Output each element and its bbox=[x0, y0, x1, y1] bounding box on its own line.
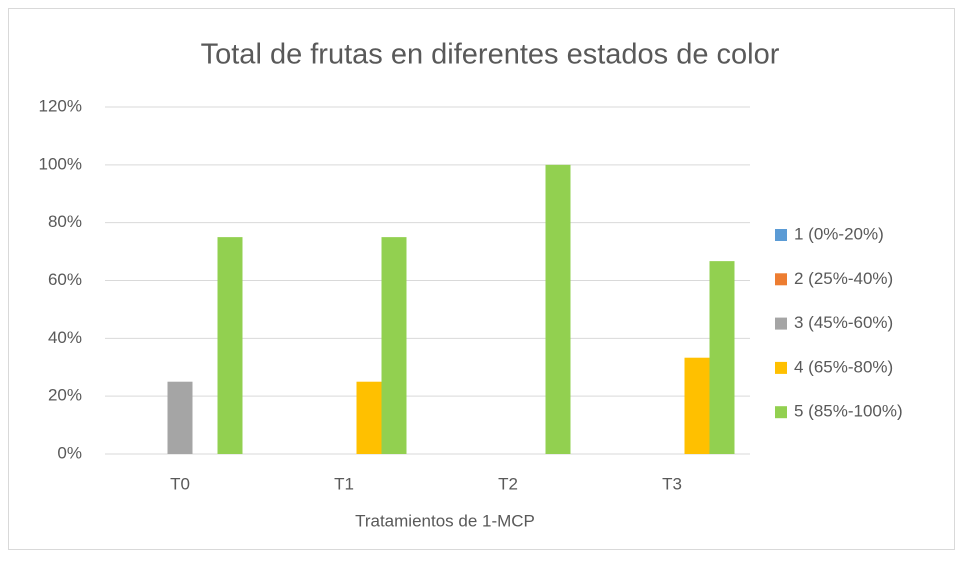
chart-border bbox=[8, 8, 955, 550]
legend-label: 1 (0%-20%) bbox=[794, 224, 884, 243]
y-tick-label: 100% bbox=[39, 154, 82, 173]
legend-swatch bbox=[775, 406, 787, 419]
bar bbox=[709, 261, 735, 454]
bar bbox=[217, 237, 243, 454]
legend-label: 5 (85%-100%) bbox=[794, 402, 903, 421]
bar bbox=[167, 381, 193, 454]
legend-swatch bbox=[775, 273, 787, 286]
legend-swatch bbox=[775, 229, 787, 241]
y-tick-label: 40% bbox=[48, 328, 82, 347]
legend-label: 4 (65%-80%) bbox=[794, 357, 893, 376]
x-tick-label: T2 bbox=[498, 474, 518, 493]
x-axis-title: Tratamientos de 1-MCP bbox=[355, 511, 535, 530]
legend-swatch bbox=[775, 361, 787, 374]
x-tick-label: T3 bbox=[662, 474, 682, 493]
y-tick-label: 120% bbox=[39, 96, 82, 115]
y-tick-label: 80% bbox=[48, 212, 82, 231]
x-tick-label: T1 bbox=[334, 474, 354, 493]
bar bbox=[356, 381, 382, 454]
y-tick-label: 20% bbox=[48, 386, 82, 405]
y-tick-label: 0% bbox=[57, 443, 82, 462]
legend-label: 2 (25%-40%) bbox=[794, 269, 893, 288]
bar bbox=[684, 357, 710, 454]
y-tick-label: 60% bbox=[48, 270, 82, 289]
legend-label: 3 (45%-60%) bbox=[794, 313, 893, 332]
bar bbox=[381, 237, 407, 454]
legend-swatch bbox=[775, 317, 787, 330]
x-tick-label: T0 bbox=[170, 474, 190, 493]
chart-title: Total de frutas en diferentes estados de… bbox=[201, 39, 780, 71]
bar bbox=[545, 164, 571, 455]
